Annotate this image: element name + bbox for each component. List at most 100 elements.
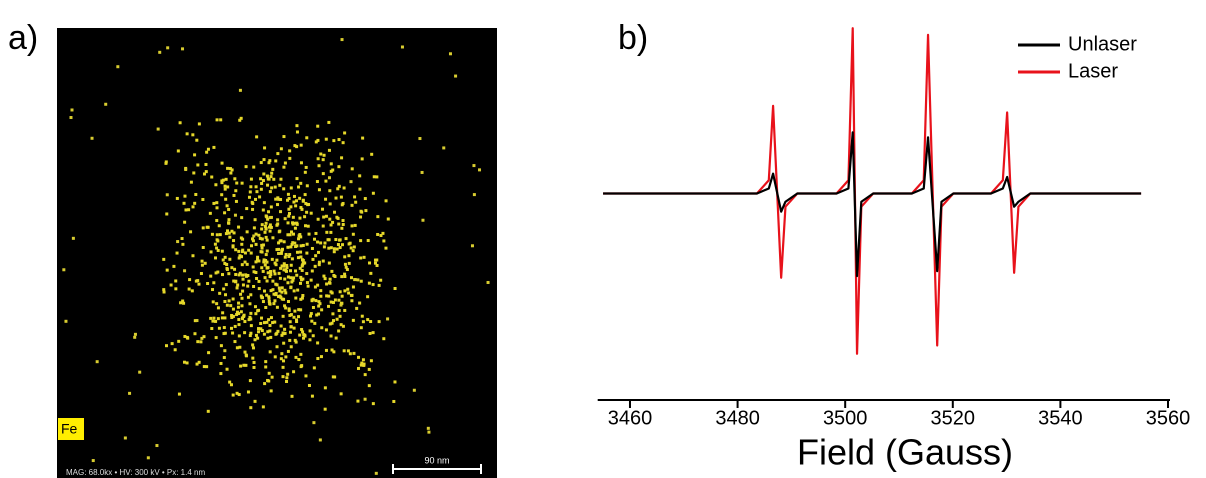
fe-dot	[229, 304, 233, 308]
x-tick-label: 3540	[1038, 407, 1083, 429]
fe-dot	[349, 180, 353, 184]
fe-dot	[284, 291, 288, 295]
fe-dot	[314, 254, 318, 258]
fe-dot	[236, 283, 240, 287]
fe-dot	[299, 297, 303, 301]
fe-dot	[259, 294, 263, 298]
fe-dot	[265, 249, 269, 253]
fe-dot	[273, 320, 277, 324]
fe-dot	[267, 371, 271, 375]
fe-dot	[343, 275, 347, 279]
fe-dot	[256, 327, 260, 331]
fe-dot	[284, 252, 288, 256]
fe-dot	[146, 456, 150, 460]
fe-dot	[324, 197, 328, 201]
fe-dot	[223, 261, 227, 265]
fe-dot	[246, 390, 250, 394]
fe-dot	[292, 194, 296, 198]
fe-dot	[332, 250, 336, 254]
fe-dot	[277, 241, 281, 245]
fe-dot	[181, 242, 185, 246]
fe-dot	[340, 243, 344, 247]
fe-dot	[351, 318, 355, 322]
fe-dot	[264, 221, 268, 225]
fe-dot	[235, 286, 239, 290]
fe-dot	[359, 239, 363, 243]
fe-dot	[311, 257, 315, 261]
fe-dot	[295, 273, 299, 277]
fe-dot	[248, 190, 252, 194]
fe-dot	[215, 118, 219, 122]
fe-dot	[283, 161, 287, 165]
fe-dot	[229, 383, 233, 387]
fe-dot	[299, 275, 303, 279]
fe-dot	[251, 239, 255, 243]
fe-dot	[254, 270, 258, 274]
fe-dot	[266, 378, 270, 382]
fe-dot	[338, 290, 342, 294]
fe-dot	[345, 268, 349, 272]
fe-dot	[288, 149, 292, 153]
fe-dot	[290, 280, 294, 284]
fe-dot	[206, 282, 210, 286]
fe-dot	[247, 248, 251, 252]
fe-dot	[353, 223, 357, 227]
fe-dot	[372, 175, 376, 179]
fe-dot	[382, 239, 386, 243]
fe-dot	[209, 316, 213, 320]
fe-dot	[304, 374, 308, 378]
fe-dot	[70, 108, 74, 112]
fe-dot	[286, 221, 290, 225]
fe-dot	[233, 267, 237, 271]
fe-dot	[173, 348, 177, 352]
fe-dot	[237, 318, 241, 322]
fe-dot	[260, 237, 264, 241]
fe-dot	[330, 321, 334, 325]
fe-dot	[258, 236, 262, 240]
fe-dot	[295, 250, 299, 254]
fe-dot	[259, 327, 263, 331]
fe-dot	[190, 289, 194, 293]
fe-dot	[276, 329, 280, 333]
fe-dot	[327, 294, 331, 298]
fe-dot	[260, 316, 264, 320]
fe-dot	[263, 382, 267, 386]
fe-dot	[307, 384, 311, 388]
fe-dot	[421, 218, 425, 222]
fe-dot	[271, 236, 275, 240]
fe-dot	[228, 257, 232, 261]
fe-dot	[240, 242, 244, 246]
fe-dot	[212, 201, 216, 205]
fe-dot	[165, 268, 169, 272]
fe-dot	[338, 238, 342, 242]
fe-dot	[316, 357, 320, 361]
fe-dot	[227, 272, 231, 276]
fe-dot	[251, 207, 255, 211]
fe-dot	[207, 351, 211, 355]
fe-dot	[214, 336, 218, 340]
fe-dot	[277, 286, 281, 290]
fe-dot	[323, 407, 327, 411]
fe-dot	[331, 319, 335, 323]
fe-dot	[216, 306, 220, 310]
fe-dot	[239, 310, 243, 314]
fe-dot	[227, 221, 231, 225]
fe-dot	[251, 343, 255, 347]
fe-dot	[318, 438, 322, 442]
fe-dot	[350, 224, 354, 228]
fe-dot	[308, 338, 312, 342]
fe-dot	[288, 253, 292, 257]
fe-dot	[283, 327, 287, 331]
fe-dot	[283, 304, 287, 308]
fe-dot	[314, 140, 318, 144]
fe-dot	[220, 249, 224, 253]
fe-dot	[303, 170, 307, 174]
element-label: Fe	[61, 421, 78, 437]
fe-dot	[254, 333, 258, 337]
fe-dot	[186, 336, 190, 340]
fe-dot	[343, 131, 347, 135]
fe-dot	[340, 226, 344, 230]
fe-dot	[332, 273, 336, 277]
fe-dot	[176, 149, 180, 153]
fe-dot	[138, 370, 142, 374]
